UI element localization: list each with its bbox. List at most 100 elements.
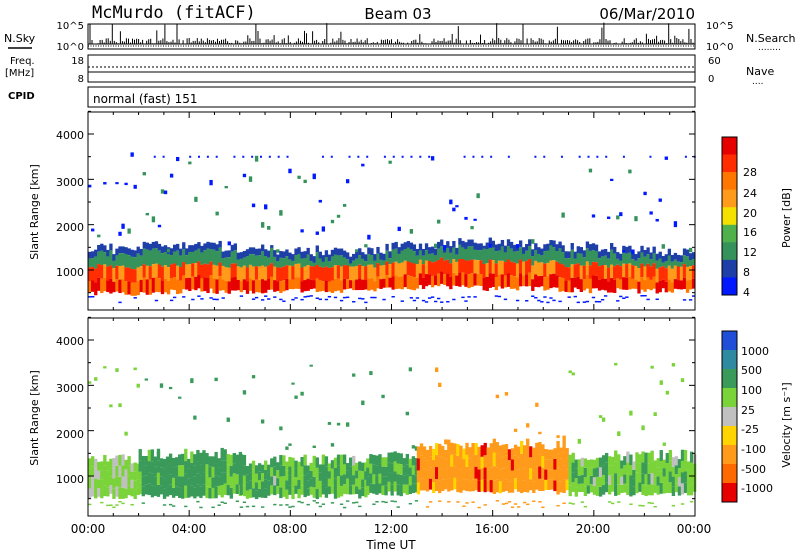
power-cell <box>640 263 644 278</box>
velocity-cell <box>641 505 645 507</box>
power-cell <box>585 261 590 276</box>
velocity-cell <box>425 449 430 461</box>
power-cell <box>118 266 122 280</box>
velocity-cell <box>538 478 542 491</box>
velocity-cell <box>136 471 140 480</box>
velocity-cell <box>235 500 240 502</box>
power-cell <box>424 274 429 287</box>
velocity-cell <box>656 458 660 468</box>
velocity-cell <box>444 439 448 445</box>
power-cell <box>409 276 414 290</box>
power-cell <box>118 279 122 294</box>
power-cell <box>212 249 216 265</box>
velocity-cell <box>88 381 92 384</box>
velocity-cell <box>393 461 397 472</box>
power-cell <box>576 301 580 304</box>
velocity-cell <box>683 471 688 483</box>
power-cell <box>537 253 541 263</box>
velocity-cell <box>665 390 669 395</box>
power-cell <box>309 279 313 290</box>
power-cell <box>277 155 280 158</box>
power-cell <box>391 262 395 277</box>
power-cell <box>452 207 456 212</box>
velocity-cell <box>538 466 542 479</box>
power-cell <box>121 246 125 254</box>
velocity-cell <box>91 456 95 467</box>
power-cell <box>485 263 489 277</box>
power-cell <box>570 250 574 255</box>
velocity-cell <box>127 475 131 486</box>
power-cell <box>251 155 254 158</box>
velocity-cell <box>202 472 206 485</box>
power-cell <box>349 263 353 267</box>
power-cell <box>100 250 104 266</box>
velocity-cell <box>220 485 224 498</box>
velocity-cell <box>411 456 416 466</box>
power-cell <box>185 278 189 290</box>
power-cell <box>203 243 207 251</box>
velocity-cell <box>444 479 448 490</box>
power-cell <box>661 266 665 280</box>
velocity-cell <box>333 488 338 499</box>
power-cell <box>189 155 192 158</box>
power-cell <box>224 257 228 268</box>
power-cell <box>543 244 547 252</box>
power-cell <box>342 265 347 279</box>
power-cell <box>336 248 341 256</box>
velocity-cell <box>291 468 295 479</box>
power-cell <box>649 155 652 158</box>
power-cell <box>634 260 638 266</box>
power-cell <box>286 155 289 158</box>
velocity-cell <box>513 428 518 432</box>
power-cell <box>242 257 247 266</box>
power-cell <box>503 245 508 253</box>
velocity-cell <box>390 452 394 464</box>
velocity-cell <box>375 465 379 476</box>
velocity-cell <box>686 469 691 479</box>
velocity-cell <box>138 460 142 472</box>
velocity-cell <box>181 487 185 499</box>
power-cell <box>658 251 662 259</box>
colorbar-swatch <box>722 445 737 465</box>
power-cell <box>570 249 574 265</box>
velocity-cell <box>242 454 247 466</box>
power-cell <box>664 268 668 282</box>
power-cell <box>640 295 644 297</box>
velocity-cell <box>471 501 475 503</box>
velocity-cell <box>97 488 101 497</box>
velocity-cell <box>623 474 627 484</box>
power-cell <box>531 279 535 291</box>
velocity-cell <box>592 459 597 469</box>
velocity-cell <box>553 458 557 470</box>
velocity-cell <box>291 382 295 385</box>
power-cell <box>424 250 429 261</box>
velocity-cell <box>115 476 119 487</box>
power-cell <box>97 244 101 252</box>
velocity-cell <box>411 465 416 475</box>
power-cell <box>300 281 304 293</box>
velocity-cell <box>239 454 244 465</box>
velocity-cell <box>435 467 439 480</box>
velocity-cell <box>285 504 289 506</box>
power-cell <box>276 254 280 262</box>
power-cell <box>352 280 356 291</box>
power-cell <box>558 300 562 303</box>
velocity-cell <box>510 470 515 482</box>
power-cell <box>591 296 596 299</box>
power-cell <box>664 261 668 269</box>
velocity-cell <box>165 486 170 497</box>
power-cell <box>415 277 420 289</box>
power-cell <box>333 247 338 255</box>
power-cell <box>230 263 234 278</box>
velocity-cell <box>112 478 116 489</box>
power-cell <box>88 280 92 293</box>
velocity-cell <box>138 482 142 495</box>
velocity-cell <box>562 465 566 480</box>
power-cell <box>500 274 505 289</box>
power-cell <box>605 155 608 158</box>
power-cell <box>616 258 620 265</box>
power-cell <box>130 282 134 296</box>
velocity-cell <box>435 455 439 468</box>
velocity-cell <box>199 506 203 509</box>
power-cell <box>109 250 113 266</box>
